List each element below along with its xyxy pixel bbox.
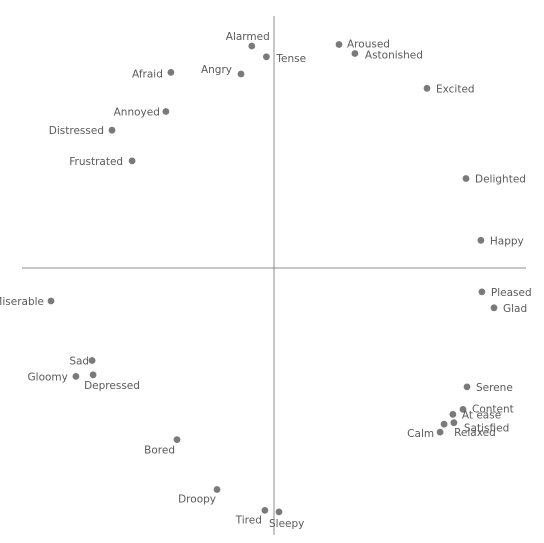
point-tired [261,507,269,514]
point-label-serene: Serene [476,382,513,394]
point-label-miserable: Miserable [0,296,44,308]
point-label-tense: Tense [275,53,306,65]
point-label-aroused: Aroused [347,39,390,51]
point-label-distressed: Distressed [49,125,104,137]
point-gloomy [72,373,80,380]
point-label-alarmed: Alarmed [226,31,270,43]
point-label-gloomy: Gloomy [28,371,68,383]
point-satisfied [450,419,458,427]
point-distressed [108,126,116,134]
point-label-tired: Tired [235,514,262,526]
point-annoyed [162,108,170,115]
point-label-astonished: Astonished [365,50,423,62]
point-at-ease [449,411,457,418]
point-label-at-ease: At ease [462,409,501,421]
point-label-bored: Bored [144,445,175,457]
point-label-frustrated: Frustrated [69,156,123,168]
point-label-happy: Happy [490,235,524,247]
point-label-satisfied: Satisfied [464,423,509,435]
point-astonished [351,50,359,57]
point-tense [263,53,270,61]
point-frustrated [128,157,136,165]
point-happy [477,236,485,244]
point-label-depressed: Depressed [84,380,140,392]
point-relaxed [440,420,448,428]
point-aroused [335,41,343,48]
point-label-sad: Sad [69,356,89,368]
point-label-relaxed: Relaxed [454,427,496,439]
point-label-pleased: Pleased [491,287,532,299]
point-afraid [167,69,175,76]
point-calm [436,428,444,436]
point-bored [173,436,181,443]
point-label-content: Content [472,403,514,415]
point-excited [423,84,431,92]
point-label-sleepy: Sleepy [269,518,304,530]
point-label-afraid: Afraid [132,68,163,80]
point-pleased [478,288,486,296]
point-label-glad: Glad [503,303,527,315]
point-label-excited: Excited [436,83,475,95]
point-angry [237,70,245,78]
point-sleepy [275,508,283,516]
points-layer [47,41,498,516]
point-label-annoyed: Annoyed [114,107,160,119]
point-label-delighted: Delighted [475,174,526,186]
point-content [459,406,467,413]
point-label-calm: Calm [407,428,434,440]
point-label-droopy: Droopy [178,494,216,506]
point-depressed [89,371,97,379]
point-serene [463,383,471,391]
point-alarmed [248,42,256,50]
point-droopy [213,486,221,493]
point-sad [88,357,96,364]
point-miserable [47,297,55,305]
point-glad [490,304,498,312]
point-label-angry: Angry [201,64,232,76]
point-delighted [462,175,470,182]
